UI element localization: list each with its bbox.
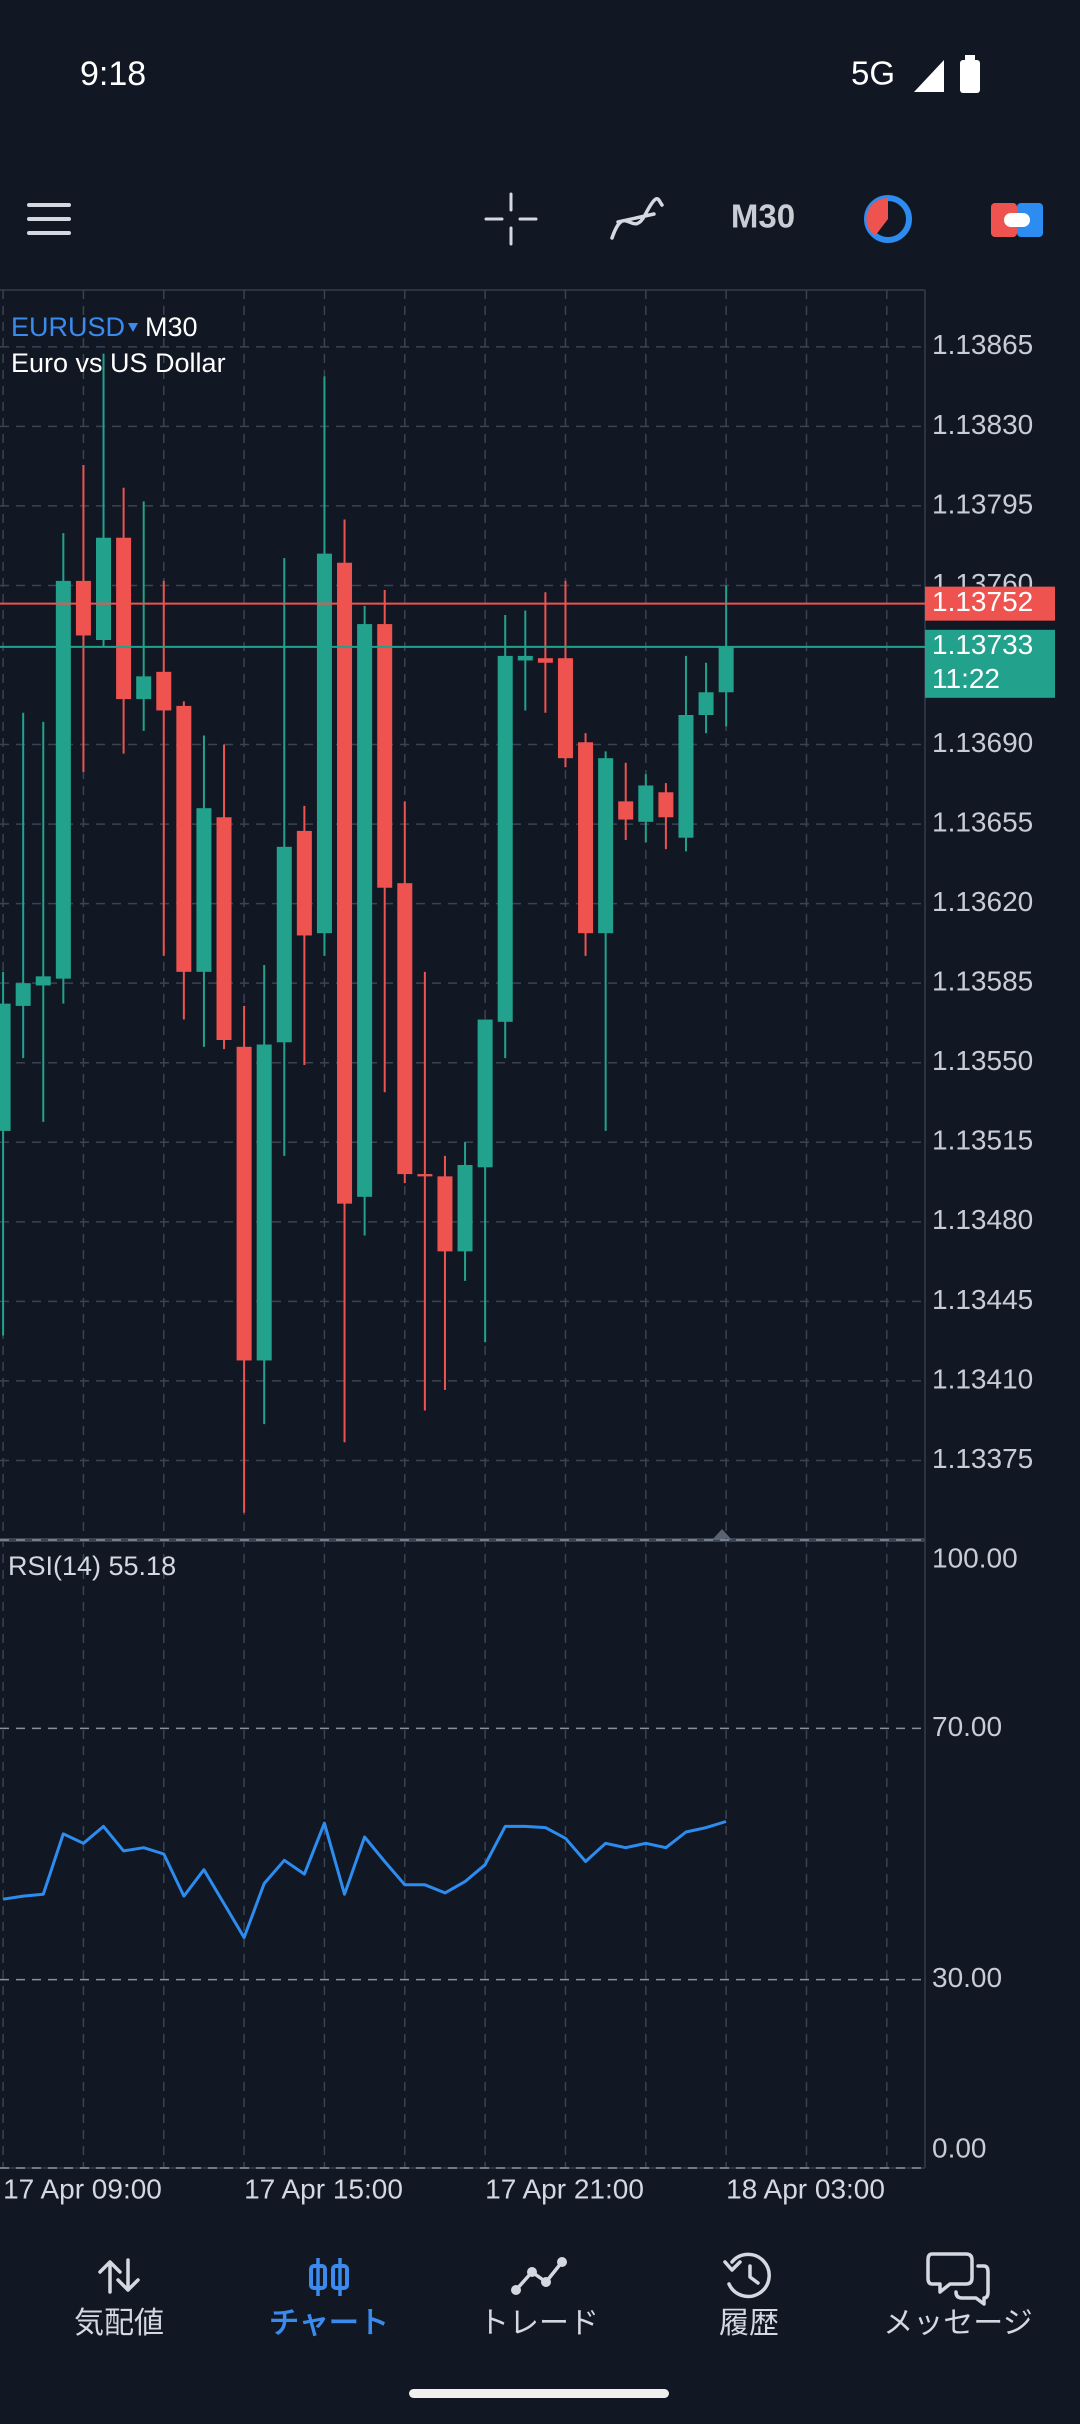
candle-body [156,671,172,711]
signal-icon [914,60,944,92]
candle-body [417,1174,433,1177]
y-tick-label: 1.13865 [932,329,1033,360]
candle-body [477,1019,493,1168]
candle-body [15,983,31,1006]
bid-label: 1.13733 [932,629,1033,660]
bar-timer: 11:22 [932,663,1000,694]
crosshair-button[interactable] [484,192,538,246]
menu-button[interactable] [27,203,71,235]
candle-body [397,883,413,1175]
candle-body [276,846,292,1043]
y-tick-label: 1.13690 [932,727,1033,758]
y-tick-label: 0.00 [932,2132,987,2163]
candle-body [216,817,232,1040]
y-tick-label: 1.13515 [932,1125,1033,1156]
nav-label: 気配値 [74,2307,164,2340]
candle-body [618,801,634,820]
nav-messages[interactable]: メッセージ [883,2252,1033,2340]
x-tick-label: 17 Apr 09:00 [3,2173,162,2204]
candle-body [578,742,594,934]
candle-body [678,715,694,838]
x-tick-label: 17 Apr 15:00 [244,2173,403,2204]
candle-body [377,624,393,888]
symbol-description: Euro vs US Dollar [11,348,226,378]
y-tick-label: 30.00 [932,1962,1002,1993]
y-tick-label: 1.13410 [932,1363,1033,1394]
y-tick-label: 1.13585 [932,966,1033,997]
nav-label: トレード [479,2307,599,2340]
y-tick-label: 1.13795 [932,488,1033,519]
y-tick-label: 1.13480 [932,1204,1033,1235]
candle-body [256,1044,272,1361]
candle-body [196,808,212,972]
y-tick-label: 70.00 [932,1711,1002,1742]
objects-button[interactable] [864,195,912,243]
symbol[interactable]: EURUSD [11,312,125,342]
candle-body [457,1165,473,1252]
timeframe-button[interactable]: M30 [731,198,795,235]
nav-label: チャート [269,2307,389,2340]
candle-body [718,646,734,693]
candle-body [357,624,373,1197]
candle-body [176,705,192,972]
y-tick-label: 1.13830 [932,409,1033,440]
bid-label-box [925,629,1055,698]
candle-body [638,785,654,822]
candle-body [598,758,614,934]
battery-cap [965,55,975,61]
candle-body [437,1176,453,1252]
nav-quotes[interactable]: 気配値 [74,2258,164,2340]
battery-icon [960,60,980,93]
candle-body [316,553,332,934]
candle-body [517,655,533,661]
y-tick-label: 100.00 [932,1542,1018,1573]
candle-body [136,676,152,700]
trade-button[interactable] [991,203,1043,237]
candle-body [658,792,674,818]
candle-body [116,537,132,700]
pane-resize-handle[interactable] [712,1529,732,1540]
symbol-dropdown-icon[interactable] [128,323,138,332]
x-tick-label: 17 Apr 21:00 [485,2173,644,2204]
candle-body [236,1046,252,1361]
nav-label: 履歴 [719,2307,779,2340]
x-tick-label: 18 Apr 03:00 [726,2173,885,2204]
indicator-title: RSI(14) 55.18 [8,1551,176,1581]
candle-body [0,1003,11,1131]
y-tick-label: 1.13445 [932,1284,1033,1315]
indicators-button[interactable] [610,197,664,240]
y-tick-label: 1.13550 [932,1045,1033,1076]
ask-label: 1.13752 [932,586,1033,617]
y-tick-label: 1.13620 [932,886,1033,917]
candle-body [35,976,51,986]
candle-body [96,537,112,640]
rsi-line [2,1820,727,1939]
candle-body [75,580,91,636]
ask-label-box [925,586,1055,621]
candle-body [557,658,573,759]
candle-body [537,658,553,663]
nav-chart[interactable]: チャート [269,2258,389,2340]
candle-body [296,830,312,936]
y-tick-label: 1.13375 [932,1443,1033,1474]
candle-body [698,692,714,715]
nav-label: メッセージ [883,2307,1032,2340]
status-network: 5G [851,55,895,92]
nav-history[interactable]: 履歴 [719,2252,779,2340]
home-indicator [409,2389,669,2398]
candle-body [337,562,353,1204]
y-tick-label: 1.13655 [932,806,1033,837]
candle-body [55,580,71,979]
chart-timeframe: M30 [145,312,198,342]
candle-body [497,655,513,1022]
status-time: 9:18 [80,55,146,93]
plot: 1.138651.138301.137951.137601.136901.136… [0,290,1055,2204]
nav-trade[interactable]: トレード [479,2257,599,2340]
